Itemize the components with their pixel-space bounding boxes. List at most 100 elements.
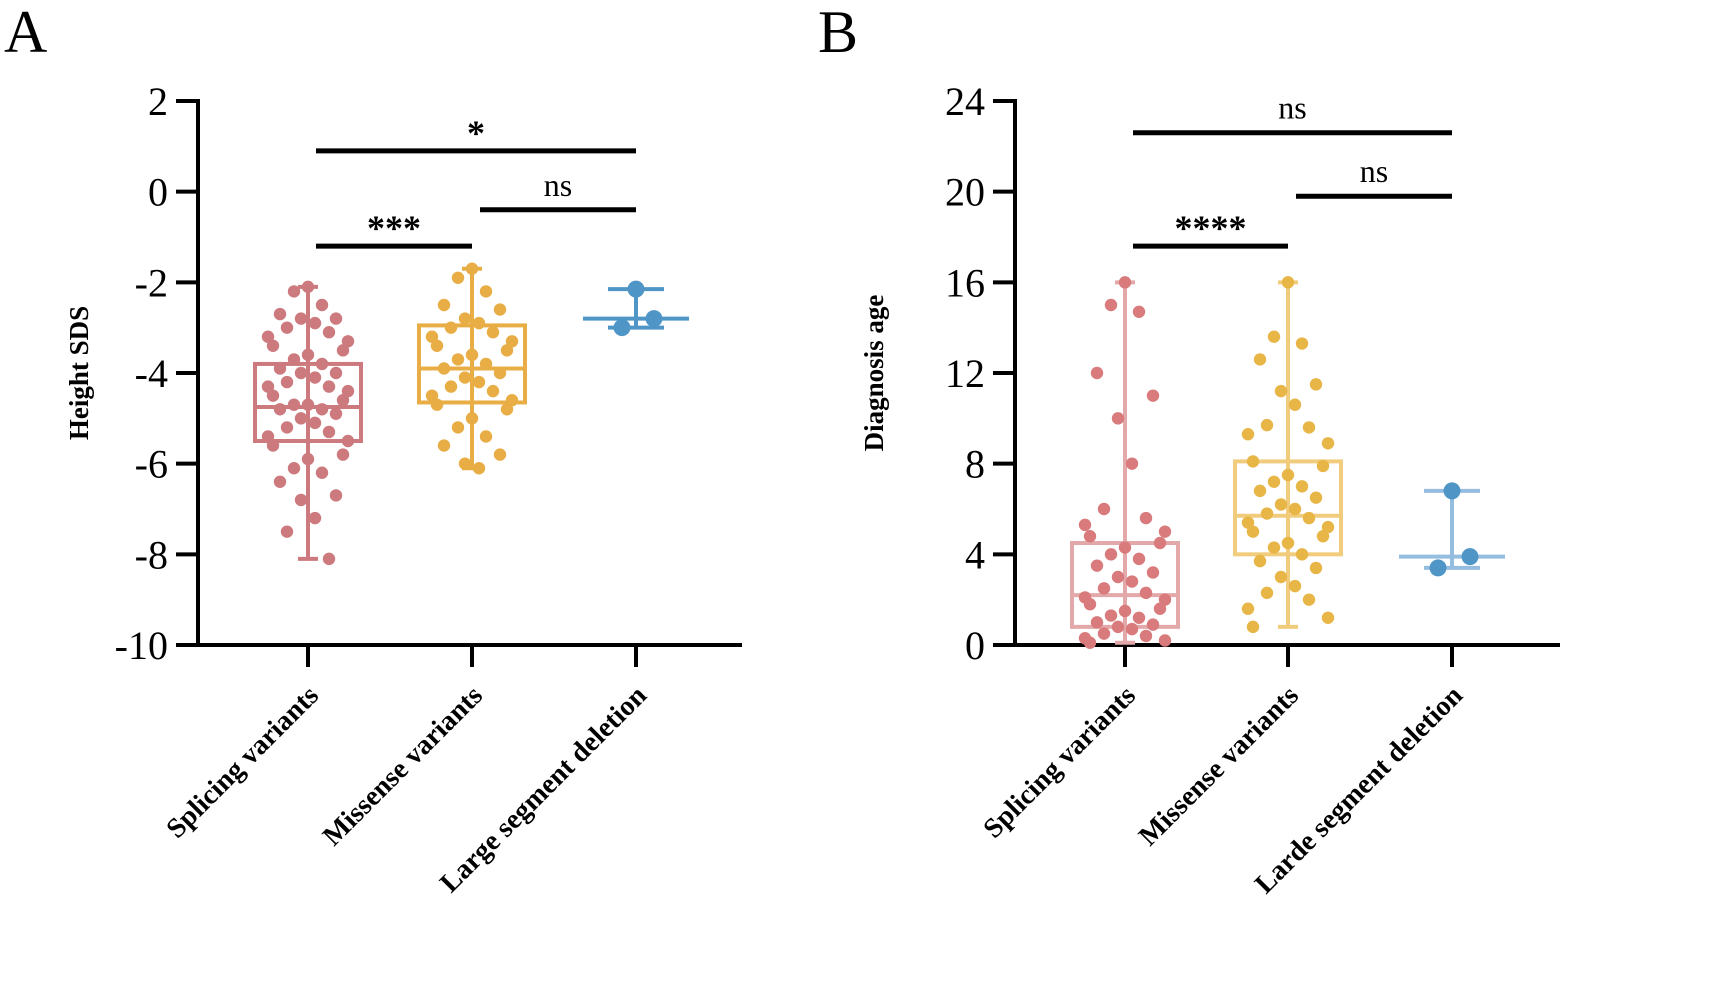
data-point: [1274, 498, 1288, 511]
data-point: [308, 511, 322, 525]
data-point: [315, 357, 329, 371]
data-point: [479, 285, 493, 298]
data-point: [430, 398, 444, 411]
data-point: [336, 344, 350, 357]
data-point: [1097, 627, 1111, 640]
data-point: [1083, 530, 1097, 543]
data-point: [430, 339, 444, 352]
data-point: [294, 412, 308, 425]
data-point: [287, 462, 301, 475]
data-point: [1246, 525, 1260, 538]
significance-label: ns: [544, 167, 572, 203]
data-point: [1274, 384, 1288, 398]
data-point: [1260, 507, 1274, 520]
data-point: [425, 389, 439, 402]
data-point: [266, 339, 280, 352]
y-tick-label: 4: [965, 532, 985, 577]
data-point: [500, 344, 514, 357]
data-point: [1309, 561, 1323, 575]
data-point: [273, 307, 287, 321]
data-point: [437, 439, 451, 452]
data-point: [1118, 541, 1132, 554]
data-point: [1302, 511, 1316, 525]
data-point: [486, 384, 500, 398]
data-point: [505, 394, 519, 407]
data-point: [1158, 525, 1172, 538]
data-point: [287, 285, 301, 298]
data-point: [308, 371, 322, 384]
category-label: Missense variants: [317, 680, 489, 852]
data-point: [1316, 459, 1330, 473]
data-point: [1083, 598, 1097, 611]
data-point: [1139, 629, 1153, 643]
y-tick-label: -2: [135, 260, 168, 305]
data-point: [437, 362, 451, 375]
data-point: [458, 371, 472, 384]
data-point: [613, 319, 631, 337]
data-point: [322, 552, 336, 566]
significance-label: ns: [1360, 153, 1388, 189]
data-point: [1288, 502, 1302, 516]
data-point: [1281, 468, 1295, 482]
y-axis-title: Height SDS: [64, 306, 94, 440]
data-point: [1443, 482, 1461, 500]
y-tick-label: 20: [945, 170, 985, 215]
data-point: [1461, 548, 1479, 566]
y-tick-label: -6: [135, 442, 168, 487]
data-point: [341, 434, 355, 448]
data-point: [1274, 570, 1288, 584]
data-point: [1295, 548, 1309, 561]
y-tick-label: 8: [965, 442, 985, 487]
data-point: [1260, 418, 1274, 432]
data-point: [1090, 616, 1104, 629]
data-point: [465, 348, 479, 362]
data-point: [1111, 570, 1125, 584]
box-iqr: [253, 361, 363, 443]
data-point: [266, 389, 280, 402]
data-point: [1132, 611, 1146, 624]
y-tick-label: 0: [965, 623, 985, 668]
data-point: [1090, 559, 1104, 572]
y-axis-title: Diagnosis age: [859, 295, 889, 452]
data-point: [1153, 602, 1167, 615]
data-point: [1253, 353, 1267, 366]
data-point: [486, 326, 500, 339]
data-point: [1253, 484, 1267, 498]
panel-letter: A: [4, 0, 47, 65]
data-point: [1104, 548, 1118, 561]
box-iqr: [417, 323, 527, 405]
data-point: [315, 298, 329, 312]
data-point: [1083, 636, 1097, 649]
data-point: [472, 316, 486, 330]
data-point: [451, 353, 465, 366]
data-point: [341, 335, 355, 348]
data-point: [1260, 586, 1274, 600]
panel-a: A 2 0 -2 -4 -6 -8 -10 Height SDS Splicing variant…: [4, 0, 742, 899]
data-point: [1118, 604, 1132, 618]
data-point: [1125, 622, 1139, 636]
category-label: Missense variants: [1133, 680, 1305, 852]
data-point: [1104, 298, 1118, 312]
data-point: [1241, 428, 1255, 441]
data-point: [505, 335, 519, 348]
data-point: [1139, 511, 1153, 525]
data-point: [465, 412, 479, 425]
data-point: [1246, 620, 1260, 634]
data-point: [329, 366, 343, 380]
data-point: [1139, 586, 1153, 600]
data-point: [280, 421, 294, 434]
data-point: [329, 489, 343, 502]
data-point: [1090, 366, 1104, 380]
data-point: [1321, 520, 1335, 534]
data-point: [1241, 602, 1255, 615]
data-point: [1111, 412, 1125, 425]
data-point: [451, 421, 465, 434]
data-point: [1321, 611, 1335, 624]
y-tick-label: -8: [135, 532, 168, 577]
category-label: Splicing variants: [161, 680, 325, 844]
data-point: [444, 321, 458, 334]
y-tick-label: 2: [148, 79, 168, 124]
data-point: [1295, 337, 1309, 350]
data-point: [315, 403, 329, 416]
data-point: [458, 457, 472, 470]
